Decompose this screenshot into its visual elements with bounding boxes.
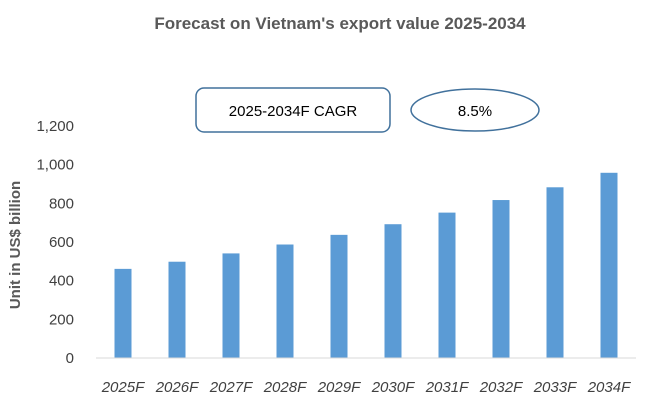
bar-2029F (330, 234, 348, 358)
x-tick-label: 2034F (587, 379, 631, 396)
x-tick-label: 2027F (209, 379, 253, 396)
x-tick-label: 2031F (425, 379, 469, 396)
bar-2033F (546, 187, 564, 358)
x-axis-labels: 2025F 2026F 2027F 2028F 2029F 2030F 2031F 2032F… (101, 379, 631, 396)
y-tick-label: 800 (49, 195, 74, 212)
bar-2025F (114, 268, 132, 358)
y-tick-label: 1,200 (36, 118, 74, 135)
bar-2032F (492, 200, 510, 358)
bar-2028F (276, 244, 294, 358)
y-tick-label: 1,000 (36, 157, 74, 174)
x-tick-label: 2033F (533, 379, 577, 396)
cagr-label-box (195, 87, 391, 133)
y-tick-label: 600 (49, 234, 74, 251)
y-tick-label: 400 (49, 273, 74, 290)
bars (114, 172, 618, 358)
x-tick-label: 2028F (263, 379, 307, 396)
y-tick-label: 0 (66, 350, 74, 367)
bar-2034F (600, 172, 618, 358)
x-tick-label: 2026F (155, 379, 199, 396)
y-axis-ticks: 0 200 400 600 800 1,000 1,200 (36, 118, 74, 367)
bar-2027F (222, 253, 240, 358)
x-tick-label: 2032F (479, 379, 523, 396)
y-axis-label: Unit in US$ billion (7, 181, 24, 309)
x-tick-label: 2025F (101, 379, 145, 396)
bar-2026F (168, 261, 186, 358)
cagr-value-ellipse (410, 88, 540, 132)
chart-title: Forecast on Vietnam's export value 2025-… (154, 14, 526, 33)
bar-2031F (438, 212, 456, 358)
cagr-value: 8.5% (458, 103, 492, 120)
cagr-label: 2025-2034F CAGR (229, 103, 358, 120)
bar-2030F (384, 224, 402, 358)
x-tick-label: 2030F (371, 379, 415, 396)
x-tick-label: 2029F (317, 379, 361, 396)
y-tick-label: 200 (49, 311, 74, 328)
